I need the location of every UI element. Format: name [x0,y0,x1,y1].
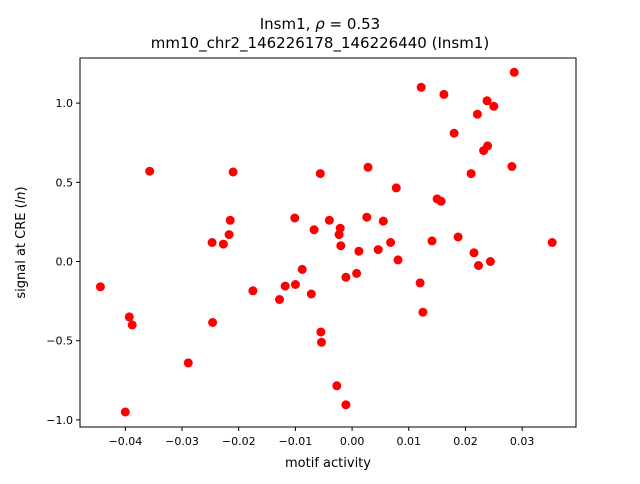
data-point [386,238,396,247]
data-point [436,196,446,206]
data-point [306,289,316,299]
data-point [416,82,426,92]
scatter-points [95,67,557,417]
data-point [315,169,325,179]
data-point [275,295,284,304]
data-point [336,241,346,251]
data-point [124,312,134,322]
data-point [489,101,499,111]
data-point [439,89,449,99]
data-point [362,212,372,222]
x-axis-label: motif activity [285,456,371,471]
data-point [469,248,479,258]
data-point [507,162,517,171]
data-point [418,307,428,317]
data-point [415,278,425,288]
data-point [483,141,493,151]
data-point [341,400,351,410]
chart-title: Insm1, ρ = 0.53 [260,15,380,33]
data-point [482,96,492,106]
x-tick-label: 0.03 [510,435,535,448]
data-point [309,225,319,235]
data-point [485,257,495,266]
data-point [316,327,326,337]
data-point [547,238,557,247]
data-point [393,255,403,265]
data-point [127,320,137,330]
data-point [290,213,300,223]
data-point [474,261,483,270]
data-point [335,223,345,233]
data-point [225,215,235,225]
data-point [453,232,463,242]
x-tick-label: 0.01 [397,435,422,448]
data-point [332,381,342,391]
data-point [466,169,476,179]
data-point [363,162,373,172]
data-point [207,238,217,247]
data-point [280,281,290,291]
data-point [224,230,234,240]
data-point [373,245,383,255]
y-tick-label: −0.5 [46,335,73,348]
data-point [317,337,326,347]
data-point [248,286,258,296]
data-point [324,215,334,225]
data-point [427,236,437,246]
data-point [472,109,482,119]
data-point [297,264,307,274]
x-tick-label: −0.02 [222,435,256,448]
data-point [218,239,228,249]
y-tick-label: −1.0 [46,414,73,427]
chart-subtitle: mm10_chr2_146226178_146226440 (Insm1) [151,34,489,53]
data-point [352,268,362,278]
data-point [391,183,401,193]
x-axis-ticks: −0.04 −0.03 −0.02 −0.01 0.00 0.01 0.02 0.03 [108,427,534,448]
data-point [378,216,388,226]
x-tick-label: 0.00 [340,435,365,448]
data-point [354,246,364,256]
x-tick-label: −0.01 [279,435,313,448]
data-point [120,407,130,417]
y-tick-label: 0.5 [56,176,74,189]
data-point [145,166,155,176]
y-tick-label: 0.0 [56,256,74,269]
y-axis-ticks: −1.0 −0.5 0.0 0.5 1.0 [46,97,80,427]
data-point [290,280,300,289]
plot-frame [79,57,577,428]
data-point [228,167,238,177]
y-tick-label: 1.0 [56,97,74,110]
data-point [208,318,218,327]
x-tick-label: −0.04 [108,435,142,448]
x-tick-label: −0.03 [165,435,199,448]
y-axis-label: signal at CRE (ln) [14,186,29,298]
data-point [95,282,105,292]
data-point [509,67,519,77]
x-tick-label: 0.02 [453,435,478,448]
data-point [449,128,459,138]
data-point [341,272,351,282]
data-point [183,358,193,368]
